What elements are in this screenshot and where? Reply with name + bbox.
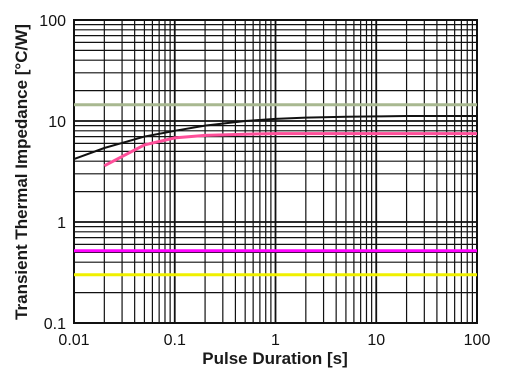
x-tick-label: 0.1 bbox=[164, 332, 186, 349]
x-tick-label: 10 bbox=[367, 332, 385, 349]
x-tick-label: 1 bbox=[271, 332, 280, 349]
x-axis-title: Pulse Duration [s] bbox=[202, 349, 347, 368]
series-layer bbox=[73, 103, 477, 277]
y-axis-title: Transient Thermal Impedance [°C/W] bbox=[12, 24, 31, 320]
y-tick-label: 1 bbox=[57, 215, 66, 232]
y-tick-label: 0.1 bbox=[44, 316, 66, 333]
plot-frame bbox=[73, 19, 478, 324]
series-line-2 bbox=[103, 132, 477, 168]
x-tick-label: 100 bbox=[464, 332, 491, 349]
grid-layer bbox=[73, 19, 478, 324]
series-line-1 bbox=[73, 115, 477, 161]
y-tick-label: 100 bbox=[39, 13, 66, 30]
x-tick-label: 0.01 bbox=[58, 332, 89, 349]
y-tick-label: 10 bbox=[48, 114, 66, 131]
